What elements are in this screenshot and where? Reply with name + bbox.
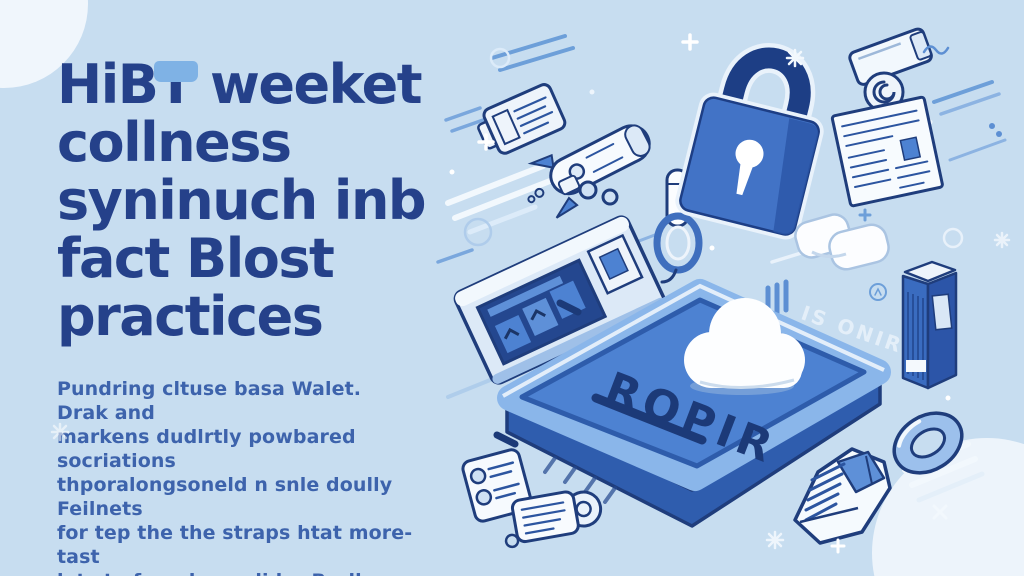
- server-icon: [901, 260, 958, 390]
- paragraph-line: markens dudlrtly powbared socriations: [57, 426, 356, 472]
- cloud-icon: [684, 298, 805, 389]
- title-line-1: HiBT weeket: [57, 53, 423, 116]
- pen-icon: [653, 168, 703, 284]
- corner-blob-bottom-right: [872, 438, 1024, 576]
- id-card-icon: [461, 448, 533, 523]
- ingot-icon: [794, 213, 890, 271]
- paragraph-line: lats to fponder wolider Brally lator: [57, 569, 417, 576]
- title-line-3: syninuch inb: [57, 169, 427, 232]
- security-camera-icon: [848, 27, 933, 135]
- platform-label: ROPIR: [598, 363, 783, 475]
- wallet-device-icon: [453, 215, 667, 385]
- rocket-icon: [527, 124, 651, 219]
- paragraph-line: Pundring cltuse basa Walet. Drak and: [57, 378, 362, 424]
- padlock-icon: [675, 43, 824, 240]
- paragraph-line: thporalongsoneld n snle doully Feilnets: [57, 474, 393, 520]
- watermark-text: IS ONIR: [798, 301, 906, 358]
- platform: ROPIR: [493, 279, 891, 528]
- cloud-shadow: [690, 377, 794, 395]
- accent-letter: T: [154, 53, 199, 116]
- watermark-label: IS ONIR: [765, 279, 907, 388]
- title-line-4: fact Blost: [57, 227, 335, 290]
- intro-paragraph: Pundring cltuse basa Walet. Drak and mar…: [57, 377, 417, 576]
- page-title: HiBT weeket collness syninuch inb fact B…: [57, 56, 477, 346]
- title-line-2: collness: [57, 111, 292, 174]
- newspaper-icon: [830, 95, 944, 208]
- paragraph-line: for tep the the straps htat more-tast: [57, 522, 413, 568]
- scroll-icon: [504, 490, 603, 549]
- ticket-icon: [477, 83, 567, 155]
- speed-lines: [436, 34, 1007, 503]
- title-line-5: practices: [57, 285, 324, 348]
